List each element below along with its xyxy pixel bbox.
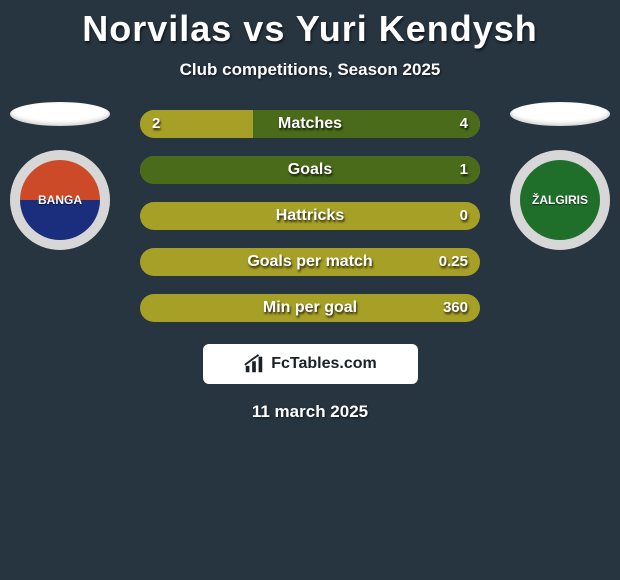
stat-bar: Hattricks0	[140, 202, 480, 230]
team-right-badge: ŽALGIRIS	[510, 150, 610, 250]
page-subtitle: Club competitions, Season 2025	[0, 60, 620, 80]
team-left-badge-label: BANGA	[20, 160, 100, 240]
chart-icon	[243, 353, 265, 375]
bar-value-left: 2	[152, 110, 160, 138]
bar-value-right: 4	[460, 110, 468, 138]
bar-value-right: 1	[460, 156, 468, 184]
bar-label: Matches	[140, 110, 480, 138]
player-ellipse-right	[510, 102, 610, 126]
bar-value-right: 0	[460, 202, 468, 230]
bar-value-right: 360	[443, 294, 468, 322]
bar-label: Goals per match	[140, 248, 480, 276]
branding-text: FcTables.com	[271, 355, 377, 373]
bar-label: Goals	[140, 156, 480, 184]
comparison-arena: BANGA ŽALGIRIS Matches24Goals1Hattricks0…	[0, 110, 620, 322]
team-right-badge-label: ŽALGIRIS	[520, 160, 600, 240]
bar-label: Hattricks	[140, 202, 480, 230]
stat-bar: Min per goal360	[140, 294, 480, 322]
comparison-infographic: Norvilas vs Yuri Kendysh Club competitio…	[0, 0, 620, 580]
bar-value-right: 0.25	[439, 248, 468, 276]
stat-bar: Goals per match0.25	[140, 248, 480, 276]
team-left-badge: BANGA	[10, 150, 110, 250]
stat-bar: Matches2 4	[140, 110, 480, 138]
team-left: BANGA	[0, 102, 120, 250]
branding: FcTables.com	[203, 344, 418, 384]
team-right: ŽALGIRIS	[500, 102, 620, 250]
page-title: Norvilas vs Yuri Kendysh	[0, 0, 620, 50]
date-text: 11 march 2025	[0, 402, 620, 422]
player-ellipse-left	[10, 102, 110, 126]
stat-bar: Goals1	[140, 156, 480, 184]
bar-label: Min per goal	[140, 294, 480, 322]
stat-bars: Matches2 4 Goals1 Hattricks0 Goals per match…	[140, 110, 480, 322]
